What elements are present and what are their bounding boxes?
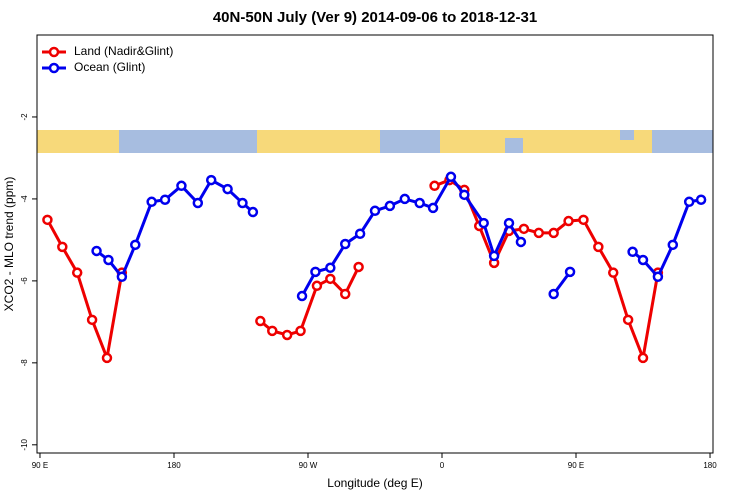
series-line xyxy=(259,266,360,337)
map-land xyxy=(37,130,119,153)
data-point xyxy=(205,174,217,186)
data-point xyxy=(627,246,638,258)
data-point xyxy=(103,254,114,266)
data-point xyxy=(414,197,425,209)
data-point xyxy=(695,194,707,205)
data-point xyxy=(563,215,574,227)
y-tick-label: -8 xyxy=(20,359,29,367)
data-point xyxy=(310,266,321,278)
data-point xyxy=(267,325,278,337)
data-point xyxy=(637,254,649,266)
x-axis-label: Longitude (deg E) xyxy=(327,476,422,490)
data-point xyxy=(159,194,171,205)
data-point xyxy=(399,193,411,205)
data-point xyxy=(353,261,364,273)
data-point xyxy=(548,288,559,300)
data-point xyxy=(247,206,259,218)
data-point xyxy=(255,315,266,327)
data-point xyxy=(176,180,187,192)
map-ocean xyxy=(620,130,634,140)
data-point xyxy=(459,189,470,201)
y-tick-label: -10 xyxy=(20,438,29,450)
data-point xyxy=(564,266,576,278)
data-point xyxy=(339,288,351,300)
legend-label: Land (Nadir&Glint) xyxy=(74,44,173,58)
data-point xyxy=(384,200,396,212)
map-land xyxy=(257,130,380,153)
series-line xyxy=(434,178,660,360)
y-tick-label: -2 xyxy=(20,113,29,121)
chart-title: 40N-50N July (Ver 9) 2014-09-06 to 2018-… xyxy=(213,9,537,26)
data-point xyxy=(518,223,530,235)
data-point xyxy=(91,245,102,257)
data-point xyxy=(57,241,68,253)
data-point xyxy=(429,180,440,192)
map-land xyxy=(440,130,652,153)
data-point xyxy=(222,183,233,195)
data-point xyxy=(622,314,634,326)
y-axis-label: XCO2 - MLO trend (ppm) xyxy=(2,177,16,312)
data-point xyxy=(515,236,527,248)
data-point xyxy=(296,290,308,302)
map-ocean xyxy=(505,138,523,153)
data-point xyxy=(607,267,619,278)
data-point xyxy=(116,271,128,283)
x-tick-label: 90 E xyxy=(568,461,584,470)
series-line xyxy=(46,219,124,360)
data-point xyxy=(683,196,695,208)
data-point xyxy=(652,271,664,283)
data-point xyxy=(369,205,381,217)
x-tick-label: 180 xyxy=(167,461,181,470)
data-point xyxy=(311,280,323,292)
legend-marker xyxy=(48,62,60,74)
x-tick-label: 180 xyxy=(703,461,717,470)
data-point xyxy=(445,171,457,183)
data-point xyxy=(146,196,157,208)
data-point xyxy=(295,325,306,337)
data-point xyxy=(339,238,351,250)
map-band xyxy=(37,130,713,153)
data-point xyxy=(42,214,53,226)
data-point xyxy=(667,239,679,251)
x-tick-label: 90 E xyxy=(32,461,48,470)
data-point xyxy=(325,262,336,274)
data-point xyxy=(86,314,98,326)
legend-label: Ocean (Glint) xyxy=(74,60,145,74)
data-point xyxy=(478,217,489,229)
data-point xyxy=(101,352,113,364)
x-tick-label: 90 W xyxy=(299,461,318,470)
data-point xyxy=(192,197,204,209)
data-point xyxy=(427,202,439,214)
x-tick-label: 0 xyxy=(440,461,445,470)
data-point xyxy=(354,228,366,240)
y-tick-label: -6 xyxy=(20,277,29,285)
data-point xyxy=(488,250,500,262)
data-point xyxy=(637,352,649,364)
data-point xyxy=(237,197,248,209)
data-point xyxy=(578,214,589,226)
y-tick-label: -4 xyxy=(20,195,29,203)
series-line xyxy=(95,178,254,279)
data-point xyxy=(593,241,604,253)
data-point xyxy=(548,227,559,239)
data-point xyxy=(71,267,83,278)
data-point xyxy=(130,239,141,251)
plot-frame xyxy=(36,34,714,454)
data-point xyxy=(281,329,293,341)
series-line xyxy=(300,175,523,297)
data-point xyxy=(503,217,515,229)
data-point xyxy=(533,227,545,239)
data-point xyxy=(325,273,336,285)
legend-marker xyxy=(48,46,60,58)
